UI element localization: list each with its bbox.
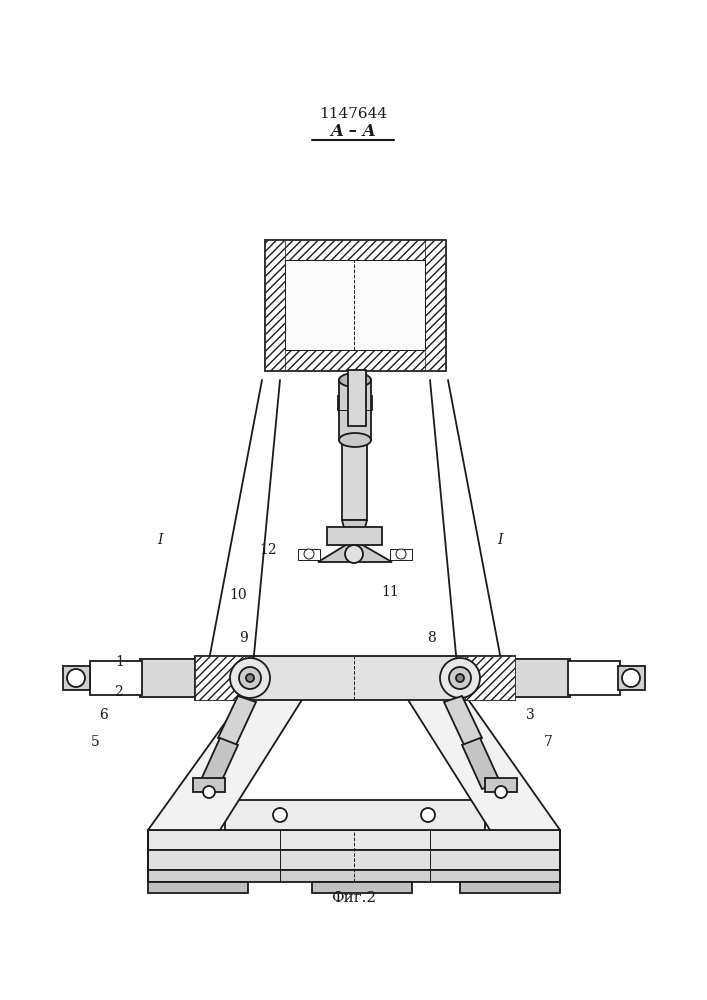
Bar: [148, 830, 560, 850]
Bar: [568, 661, 620, 695]
Polygon shape: [444, 696, 482, 745]
Bar: [342, 410, 367, 520]
Polygon shape: [342, 520, 367, 540]
Bar: [265, 240, 445, 370]
Circle shape: [345, 545, 363, 563]
Text: Фиг.2: Фиг.2: [332, 891, 377, 905]
Bar: [148, 850, 560, 870]
Bar: [195, 656, 515, 700]
Polygon shape: [200, 738, 238, 789]
Circle shape: [230, 658, 270, 698]
Bar: [327, 527, 382, 545]
Bar: [193, 778, 225, 792]
Text: 8: 8: [428, 631, 436, 645]
Bar: [338, 396, 372, 410]
Bar: [460, 882, 560, 893]
Circle shape: [239, 667, 261, 689]
Ellipse shape: [339, 373, 371, 387]
Text: 7: 7: [544, 735, 552, 749]
Text: 5: 5: [90, 735, 100, 749]
Circle shape: [304, 549, 314, 559]
Bar: [515, 659, 570, 697]
Bar: [339, 380, 371, 440]
Bar: [148, 882, 248, 893]
Text: 3: 3: [525, 708, 534, 722]
Polygon shape: [405, 695, 560, 830]
Bar: [465, 656, 515, 700]
Circle shape: [67, 669, 85, 687]
Text: 10: 10: [229, 588, 247, 602]
Bar: [265, 240, 285, 370]
Polygon shape: [462, 738, 500, 789]
Circle shape: [449, 667, 471, 689]
Bar: [148, 870, 560, 882]
Text: I: I: [497, 533, 503, 547]
Circle shape: [421, 808, 435, 822]
Circle shape: [456, 674, 464, 682]
Bar: [348, 370, 366, 426]
Bar: [265, 240, 445, 260]
Text: 1147644: 1147644: [319, 107, 387, 121]
Polygon shape: [318, 540, 392, 562]
Text: A – A: A – A: [330, 123, 376, 140]
Text: 12: 12: [259, 543, 277, 557]
Text: 11: 11: [381, 585, 399, 599]
Bar: [312, 882, 412, 893]
Bar: [390, 549, 412, 560]
Text: 9: 9: [239, 631, 247, 645]
Bar: [485, 778, 517, 792]
Text: 2: 2: [114, 685, 122, 699]
Bar: [618, 666, 645, 690]
Bar: [298, 549, 320, 560]
Text: 6: 6: [98, 708, 107, 722]
Circle shape: [622, 669, 640, 687]
Text: I: I: [157, 533, 163, 547]
Bar: [225, 800, 485, 830]
Bar: [265, 350, 445, 370]
Text: 1: 1: [115, 655, 124, 669]
Circle shape: [203, 786, 215, 798]
Circle shape: [246, 674, 254, 682]
Circle shape: [495, 786, 507, 798]
Polygon shape: [148, 695, 305, 830]
Bar: [425, 240, 445, 370]
Circle shape: [273, 808, 287, 822]
Bar: [63, 666, 90, 690]
Circle shape: [440, 658, 480, 698]
Ellipse shape: [339, 433, 371, 447]
Bar: [285, 260, 425, 350]
Bar: [195, 656, 245, 700]
Polygon shape: [218, 696, 256, 745]
Bar: [90, 661, 142, 695]
Circle shape: [396, 549, 406, 559]
Bar: [140, 659, 195, 697]
